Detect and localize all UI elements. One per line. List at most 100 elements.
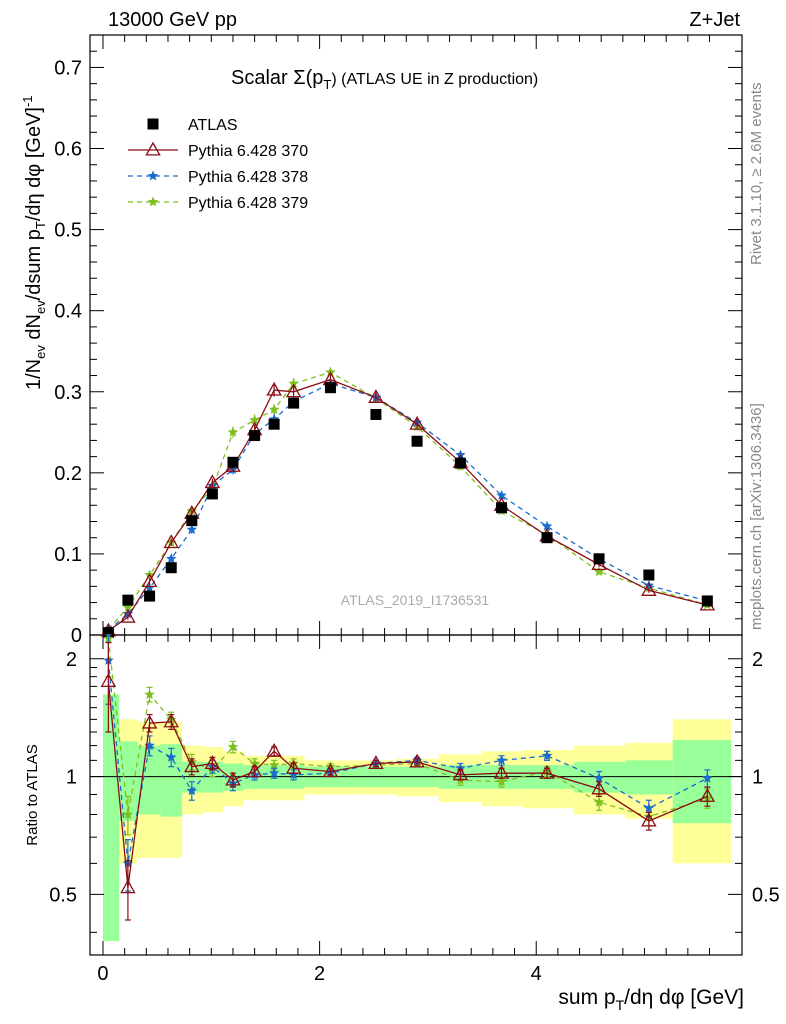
series-atlas	[102, 382, 713, 639]
ratio-point	[643, 802, 655, 813]
side-label-mcplots: mcplots.cern.ch [arXiv:1306.3436]	[748, 403, 765, 630]
ratio-point	[225, 771, 241, 786]
data-point	[227, 426, 239, 437]
ratio-point	[227, 741, 239, 752]
data-point	[541, 532, 553, 544]
ratio-pythia-6-428-370	[100, 641, 716, 921]
ratio-point	[268, 759, 280, 770]
ratio-point	[141, 714, 158, 729]
series-line	[107, 371, 708, 630]
data-point	[454, 457, 466, 469]
data-point	[593, 566, 605, 577]
data-point	[643, 569, 655, 581]
ratio-tick-label-left: 0.5	[49, 884, 77, 906]
ratio-point	[288, 769, 299, 780]
ratio-point	[120, 879, 136, 894]
ratio-tick-label-right: 2	[752, 649, 763, 671]
data-point	[641, 582, 657, 596]
data-point	[206, 488, 218, 500]
ratio-point	[285, 759, 302, 774]
ratio-plot-frame	[89, 634, 743, 956]
ratio-point	[266, 743, 282, 757]
data-point	[165, 562, 177, 574]
ratio-point	[409, 753, 425, 768]
y-tick-label: 0.7	[54, 57, 82, 79]
side-label-rivet: Rivet 3.1.10, ≥ 2.6M events	[748, 83, 765, 266]
data-point	[163, 534, 179, 549]
y-tick-label: 0.3	[54, 382, 82, 404]
data-point	[288, 378, 299, 389]
ratio-point	[249, 758, 260, 768]
data-point	[144, 590, 156, 602]
ratio-tick-label-left: 2	[66, 649, 77, 671]
band-green	[119, 741, 138, 821]
ratio-point	[496, 776, 507, 787]
ratio-point	[539, 764, 555, 779]
data-point	[541, 520, 553, 531]
data-point	[285, 383, 302, 398]
legend-marker	[147, 170, 159, 181]
axis-tick-labels: 0 2 400.10.20.30.40.50.60.70.5 0.51 12 2	[49, 57, 780, 985]
y-tick-label: 0.2	[54, 463, 82, 485]
ratio-series-layer	[100, 633, 716, 921]
ratio-point	[368, 755, 384, 770]
ratio-point	[204, 755, 221, 770]
data-point	[249, 430, 261, 442]
legend-marker	[147, 196, 159, 207]
ratio-point	[699, 788, 716, 802]
ratio-y-axis-label: Ratio to ATLAS	[24, 744, 41, 845]
ratio-point	[641, 812, 657, 827]
data-point	[268, 418, 280, 430]
data-point	[324, 382, 336, 394]
ratio-point	[184, 758, 200, 773]
y-axis-label: 1/Nev dNev/dsum pT/dη dφ [GeV]-1	[20, 95, 48, 390]
ratio-point	[322, 763, 339, 778]
data-point	[204, 474, 221, 489]
series-layer	[100, 366, 716, 639]
data-point	[227, 456, 239, 468]
x-axis-label: sum pT/dη dφ [GeV]	[558, 986, 744, 1013]
data-point	[266, 381, 282, 396]
band-green	[202, 761, 224, 793]
y-tick-label: 0	[71, 625, 82, 647]
data-point	[120, 608, 136, 623]
ratio-point	[268, 767, 280, 778]
header-right: Z+Jet	[689, 9, 740, 31]
data-point	[141, 573, 158, 588]
data-point	[186, 524, 197, 534]
ratio-point	[186, 785, 197, 796]
ratio-tick-label-right: 1	[752, 767, 763, 789]
ratio-point	[593, 772, 605, 783]
band-green	[137, 745, 161, 815]
data-point	[144, 582, 155, 593]
axis-ticks	[90, 35, 742, 955]
chart-title: Scalar Σ(pT) (ATLAS UE in Z production)	[231, 67, 538, 92]
data-point	[409, 415, 425, 430]
ratio-uncertainty-bands	[102, 694, 732, 942]
data-point	[166, 553, 177, 564]
ratio-point	[100, 673, 117, 688]
ratio-point	[591, 780, 607, 795]
band-green	[625, 760, 673, 795]
legend-item-atlas: ATLAS	[147, 117, 238, 134]
legend-item-pythia-6-428-378: Pythia 6.428 378	[128, 169, 308, 186]
legend-marker	[145, 141, 161, 156]
ratio-point	[452, 766, 469, 781]
ratio-point	[122, 809, 134, 819]
watermark: ATLAS_2019_I1736531	[341, 592, 490, 608]
data-point	[411, 435, 423, 447]
y-tick-label: 0.4	[54, 301, 82, 323]
ratio-point	[541, 750, 553, 761]
legend-label: Pythia 6.428 379	[188, 195, 308, 212]
ratio-point	[163, 713, 179, 728]
data-point	[370, 408, 382, 420]
y-tick-label: 0.5	[54, 220, 82, 242]
ratio-point	[593, 796, 605, 807]
data-point	[102, 627, 114, 639]
data-point	[122, 601, 134, 612]
data-point	[186, 515, 198, 527]
ratio-tick-label-left: 1	[66, 767, 77, 789]
legend-label: Pythia 6.428 378	[188, 169, 308, 186]
legend: ATLAS Pythia 6.428 370 Pythia 6.428 378 Pyt…	[128, 117, 308, 212]
